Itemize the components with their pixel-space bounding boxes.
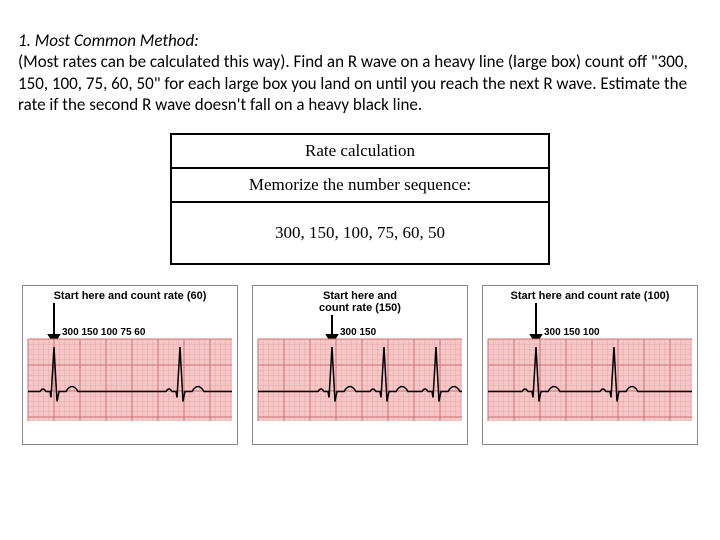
- rate-table-row2: Memorize the number sequence:: [171, 168, 549, 202]
- svg-text:300 150: 300 150: [340, 327, 377, 338]
- ecg-panel-2: Start here andcount rate (150) 300 150: [252, 285, 468, 445]
- intro-body: (Most rates can be calculated this way).…: [18, 51, 688, 115]
- ecg-panel-1: Start here and count rate (60) 300 150 10…: [22, 285, 238, 445]
- svg-text:Start here and: Start here and: [323, 290, 397, 302]
- svg-text:count rate (150): count rate (150): [319, 302, 401, 314]
- intro-title: 1. Most Common Method:: [18, 30, 199, 51]
- rate-table-row1: Rate calculation: [171, 134, 549, 168]
- intro-paragraph: 1. Most Common Method: (Most rates can b…: [18, 30, 702, 115]
- svg-text:300 150 100 75 60: 300 150 100 75 60: [62, 327, 146, 338]
- rate-table: Rate calculation Memorize the number seq…: [170, 133, 550, 265]
- ecg-row: Start here and count rate (60) 300 150 10…: [18, 285, 702, 445]
- svg-text:Start here and count rate (60): Start here and count rate (60): [54, 290, 207, 302]
- ecg-panel-3: Start here and count rate (100) 300 150 1…: [482, 285, 698, 445]
- svg-text:300 150 100: 300 150 100: [544, 327, 600, 338]
- rate-table-row3: 300, 150, 100, 75, 60, 50: [171, 202, 549, 264]
- svg-text:Start here and count rate (100: Start here and count rate (100): [511, 290, 670, 302]
